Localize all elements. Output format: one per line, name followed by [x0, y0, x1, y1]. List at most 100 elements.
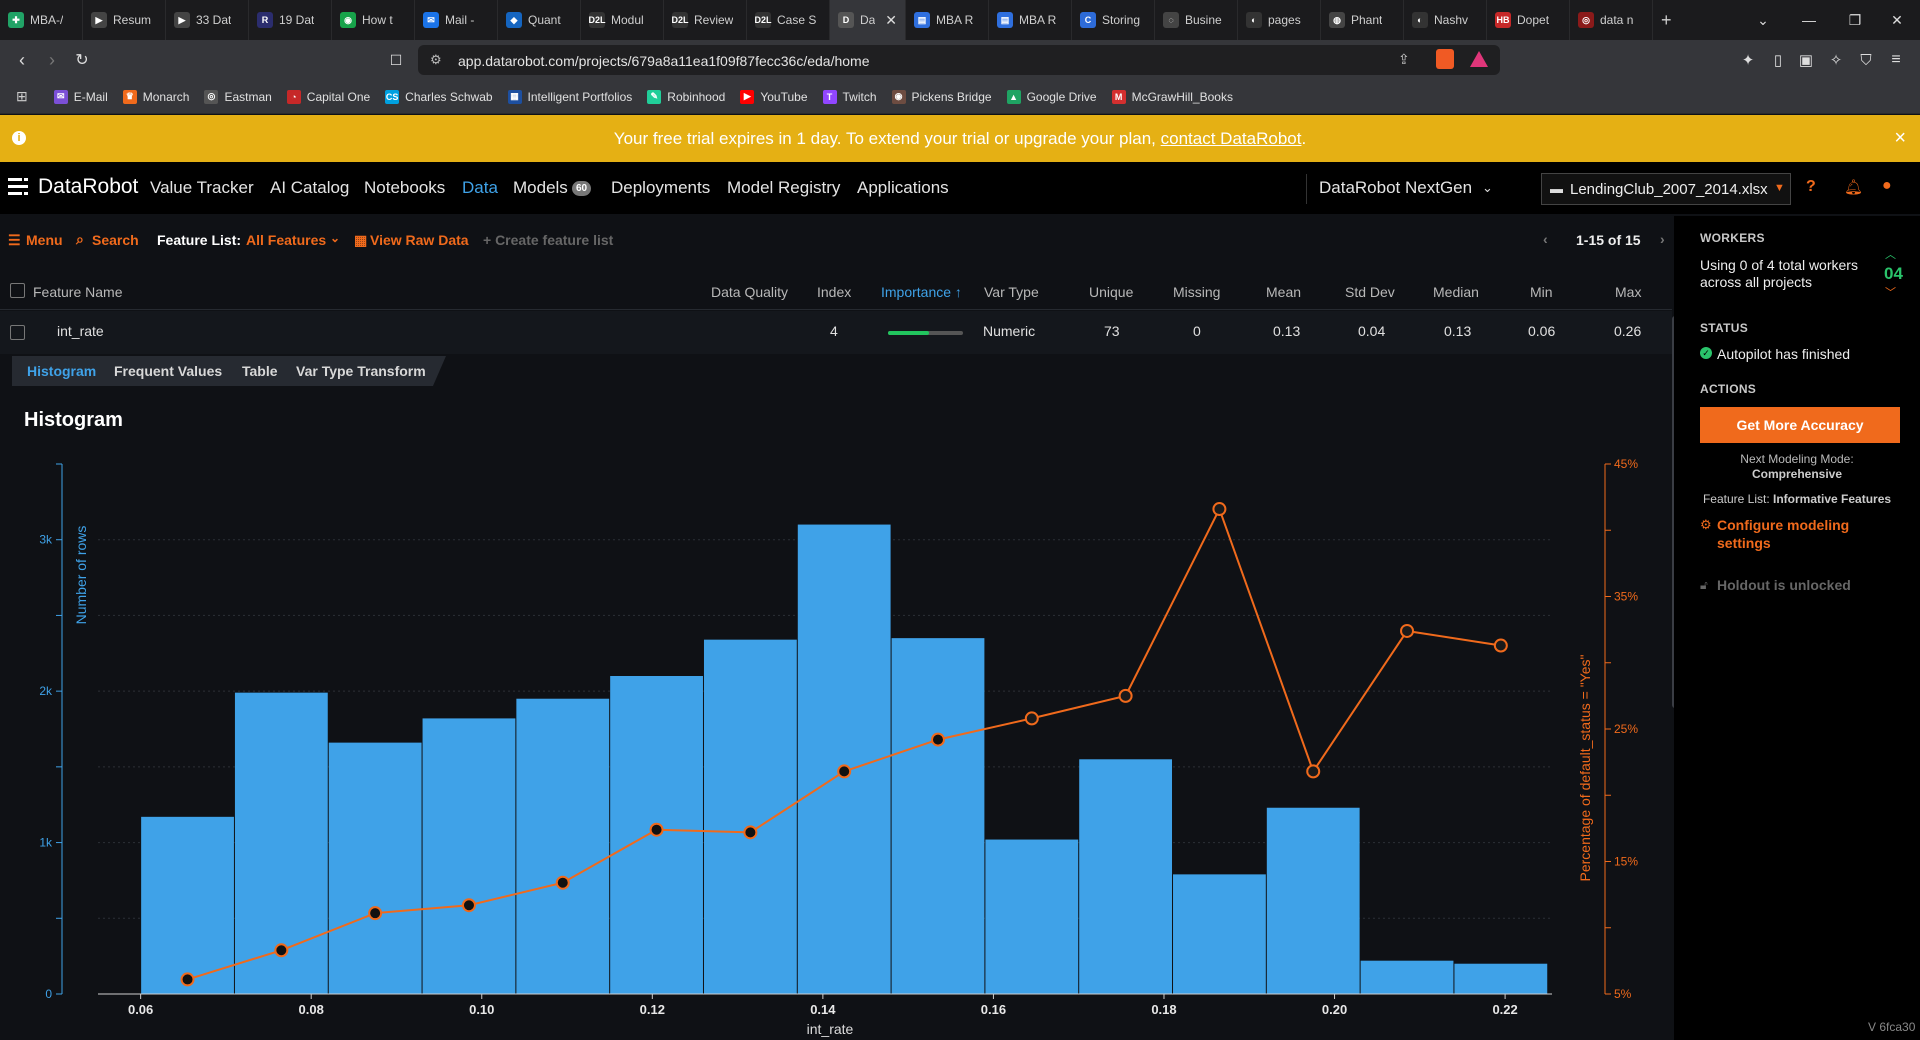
bookmark-icon[interactable]: ☐ — [389, 51, 403, 68]
browser-tab[interactable]: C Storing — [1072, 0, 1155, 40]
col-unique[interactable]: Unique — [1089, 284, 1134, 300]
browser-tab[interactable]: ▶ 33 Dat — [166, 0, 249, 40]
brave-rewards-icon[interactable] — [1470, 51, 1488, 67]
reload-icon[interactable]: ↻ — [75, 52, 89, 69]
select-all-checkbox[interactable] — [10, 283, 25, 298]
extensions-icon[interactable]: ✦ — [1741, 52, 1755, 69]
get-more-accuracy-button[interactable]: Get More Accuracy — [1700, 407, 1900, 443]
search-button[interactable]: Search — [92, 232, 139, 248]
help-icon[interactable]: ? — [1806, 178, 1816, 195]
col-importance[interactable]: Importance ↑ — [881, 284, 962, 300]
col-feature-name[interactable]: Feature Name — [33, 284, 123, 300]
browser-tab[interactable]: ✚ MBA-/ — [0, 0, 83, 40]
share-icon[interactable]: ⇪ — [1398, 51, 1410, 67]
browser-tab[interactable]: ✉ Mail - — [415, 0, 498, 40]
col-std-dev[interactable]: Std Dev — [1345, 284, 1395, 300]
brave-shield-icon[interactable] — [1436, 49, 1454, 69]
browser-menu-icon[interactable]: ≡ — [1891, 51, 1901, 68]
col-index[interactable]: Index — [817, 284, 852, 300]
notification-bell-icon[interactable]: 🔔︎ — [1844, 179, 1864, 196]
nav-deployments[interactable]: Deployments — [611, 178, 711, 197]
browser-tab[interactable]: R 19 Dat — [249, 0, 332, 40]
table-icon[interactable]: ▦ — [354, 232, 368, 248]
col-mean[interactable]: Mean — [1266, 284, 1302, 300]
workers-up-icon[interactable]: ︿ — [1885, 249, 1896, 261]
feature-name-cell[interactable]: int_rate — [57, 323, 104, 339]
col-min[interactable]: Min — [1530, 284, 1553, 300]
bookmark-item[interactable]: ▲ Google Drive — [1006, 89, 1097, 104]
leo-icon[interactable]: ✧ — [1829, 52, 1843, 69]
bookmark-item[interactable]: ◎ Eastman — [204, 89, 272, 104]
browser-tab[interactable]: ◆ Quant — [498, 0, 581, 40]
browser-tab[interactable]: D Da ✕ — [830, 0, 906, 40]
user-avatar-icon[interactable]: ● — [1882, 177, 1892, 194]
next-page-icon[interactable]: › — [1660, 231, 1665, 247]
minimize-icon[interactable]: — — [1802, 12, 1816, 28]
apps-grid-icon[interactable]: ⊞ — [16, 88, 28, 104]
browser-tab[interactable]: ◍ Phant — [1321, 0, 1404, 40]
browser-tab[interactable]: ◉ How t — [332, 0, 415, 40]
view-raw-data-button[interactable]: View Raw Data — [370, 232, 469, 248]
address-bar[interactable]: ⚙ app.datarobot.com/projects/679a8a11ea1… — [418, 45, 1500, 75]
browser-tab[interactable]: ▤ MBA R — [989, 0, 1072, 40]
chevron-down-icon[interactable]: ⌄ — [330, 231, 341, 245]
bookmark-item[interactable]: ◉ Pickens Bridge — [891, 89, 992, 104]
browser-tab[interactable]: D2L Case S — [747, 0, 830, 40]
col-data-quality[interactable]: Data Quality — [711, 284, 789, 300]
sidebar-icon[interactable]: ▯ — [1773, 52, 1783, 69]
wallet-icon[interactable]: ▣ — [1798, 52, 1814, 69]
nav-ai-catalog[interactable]: AI Catalog — [270, 178, 350, 197]
chevron-down-icon[interactable]: ⌄ — [1482, 180, 1493, 195]
col-var-type[interactable]: Var Type — [984, 284, 1039, 300]
col-missing[interactable]: Missing — [1173, 284, 1221, 300]
bookmark-item[interactable]: ♛ Monarch — [122, 89, 189, 104]
col-max[interactable]: Max — [1615, 284, 1642, 300]
nav-value-tracker[interactable]: Value Tracker — [150, 178, 254, 197]
bookmark-item[interactable]: ▦ Intelligent Portfolios — [507, 89, 632, 104]
bookmark-item[interactable]: T Twitch — [822, 89, 877, 104]
app-logo-text[interactable]: DataRobot — [38, 175, 139, 198]
nav-model-registry[interactable]: Model Registry — [727, 178, 841, 197]
bookmark-item[interactable]: ✉ E-Mail — [53, 89, 108, 104]
browser-tab[interactable]: ▶ Resum — [83, 0, 166, 40]
gear-icon[interactable]: ⚙ — [1700, 517, 1712, 532]
vpn-icon[interactable]: ⛉ — [1860, 51, 1872, 69]
browser-tab[interactable]: ◌ Busine — [1155, 0, 1238, 40]
browser-tab[interactable]: HB Dopet — [1487, 0, 1570, 40]
bookmark-item[interactable]: CS Charles Schwab — [385, 89, 493, 104]
forward-icon[interactable]: › — [49, 49, 55, 70]
bookmark-item[interactable]: ▶ YouTube — [740, 89, 808, 104]
project-selector[interactable]: ▬ LendingClub_2007_2014.xlsx ▼ — [1541, 173, 1791, 205]
browser-tab[interactable]: ▤ MBA R — [906, 0, 989, 40]
menu-button[interactable]: Menu — [26, 232, 63, 248]
bookmark-item[interactable]: ✎ Robinhood — [647, 89, 725, 104]
col-median[interactable]: Median — [1433, 284, 1479, 300]
contact-datarobot-link[interactable]: contact DataRobot — [1160, 128, 1302, 148]
datarobot-logo-icon[interactable] — [8, 176, 30, 198]
url-text[interactable]: app.datarobot.com/projects/679a8a11ea1f0… — [458, 53, 870, 69]
nav-data[interactable]: Data — [462, 178, 498, 197]
nav-applications[interactable]: Applications — [857, 178, 949, 197]
restore-icon[interactable]: ❐ — [1848, 11, 1862, 28]
site-info-icon[interactable]: ⚙ — [430, 52, 442, 67]
tab-var-type-transform[interactable]: Var Type Transform — [296, 363, 426, 379]
back-icon[interactable]: ‹ — [19, 49, 25, 70]
workers-down-icon[interactable]: ﹀ — [1885, 287, 1896, 299]
browser-tab[interactable]: D2L Modul — [581, 0, 664, 40]
tab-table[interactable]: Table — [242, 363, 278, 379]
browser-tab[interactable]: D2L Review — [664, 0, 747, 40]
configure-modeling-link[interactable]: Configure modeling settings — [1717, 517, 1850, 551]
create-feature-list-button[interactable]: + Create feature list — [483, 232, 614, 248]
browser-tab[interactable]: ◎ data n — [1570, 0, 1653, 40]
workspace-switcher[interactable]: DataRobot NextGen — [1319, 178, 1473, 197]
search-icon[interactable]: ⌕ — [76, 231, 84, 247]
nav-notebooks[interactable]: Notebooks — [364, 178, 446, 197]
row-checkbox[interactable] — [10, 325, 25, 340]
browser-tab[interactable]: ◐ pages — [1238, 0, 1321, 40]
table-row[interactable]: int_rate 4 Numeric 73 0 0.13 0.04 0.13 0… — [0, 311, 1672, 354]
menu-icon[interactable]: ☰ — [8, 232, 21, 248]
tab-histogram[interactable]: Histogram — [27, 363, 97, 379]
new-tab-icon[interactable]: + — [1661, 9, 1672, 30]
close-tab-icon[interactable]: ✕ — [885, 11, 897, 28]
close-window-icon[interactable]: ✕ — [1891, 11, 1903, 28]
